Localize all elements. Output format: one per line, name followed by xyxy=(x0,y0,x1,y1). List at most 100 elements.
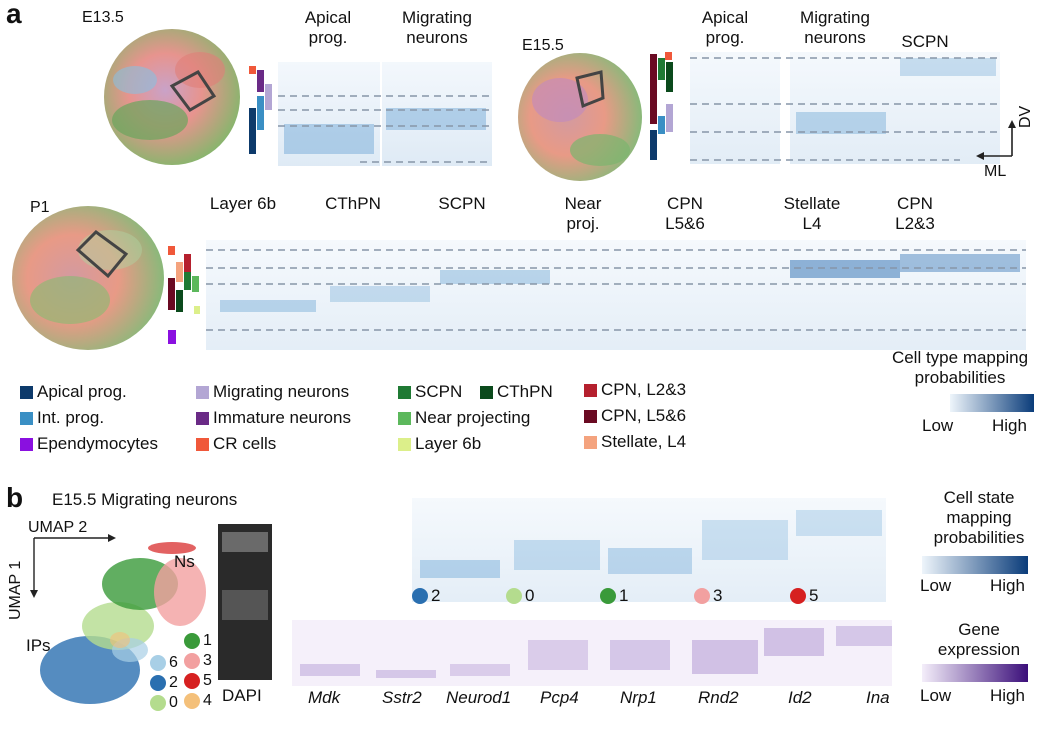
cluster-dot xyxy=(184,693,200,709)
state-dot xyxy=(600,588,616,604)
stage-label-e13: E13.5 xyxy=(82,9,124,26)
legend-swatch xyxy=(20,437,33,451)
stage-label-e15: E15.5 xyxy=(522,37,564,54)
legend-swatch xyxy=(20,411,33,425)
p1-layer-bars xyxy=(168,246,200,344)
cluster-label: 4 xyxy=(203,692,212,709)
e15-apical-strip xyxy=(690,52,780,164)
umap-scatter xyxy=(40,542,206,704)
umap-ips-label: IPs xyxy=(26,636,51,655)
legend-swatch xyxy=(584,435,597,449)
e15-col-scpn: SCPN xyxy=(901,32,949,51)
legend-label: Migrating neurons xyxy=(213,382,350,401)
e13-col-apical: Apical prog. xyxy=(304,8,352,47)
p1-col-layer6b: Layer 6b xyxy=(209,194,277,213)
cluster-label: 6 xyxy=(169,654,178,671)
state-dot-label: 0 xyxy=(525,586,535,605)
gene-label: Nrp1 xyxy=(620,688,657,707)
cluster-label: 3 xyxy=(203,652,212,669)
celltype-colorbar-low: Low xyxy=(922,416,954,435)
legend-label: Ependymocytes xyxy=(37,434,158,453)
cluster-legend-item: 5 xyxy=(184,672,212,690)
cluster-dot xyxy=(184,653,200,669)
e13-brain-section xyxy=(104,29,240,165)
legend-label: Apical prog. xyxy=(37,382,127,401)
umap-x-label: UMAP 2 xyxy=(28,519,88,536)
cluster-label: 5 xyxy=(203,672,212,689)
cluster-dot xyxy=(150,695,166,711)
legend-item: CThPN xyxy=(480,382,553,402)
legend-label: Near projecting xyxy=(415,408,531,427)
gene-label: Rnd2 xyxy=(698,688,739,707)
legend-item: Near projecting xyxy=(398,408,530,428)
legend-item: CR cells xyxy=(196,434,276,454)
p1-brain-section xyxy=(12,206,164,350)
cluster-legend-item: 3 xyxy=(184,652,212,670)
e15-col-apical: Apical prog. xyxy=(701,8,749,47)
celltype-colorbar-high: High xyxy=(992,416,1027,435)
axis-ml-label: ML xyxy=(984,163,1007,180)
state-dot-label: 1 xyxy=(619,586,629,605)
legend-item: CPN, L5&6 xyxy=(584,406,686,426)
cluster-legend-item: 4 xyxy=(184,692,212,710)
cluster-label: 0 xyxy=(169,694,178,711)
e15-layer-bars xyxy=(650,52,673,160)
gene-label: Id2 xyxy=(788,688,812,707)
umap-ns-label: Ns xyxy=(174,552,195,571)
dashed-guides xyxy=(206,57,1026,331)
legend-swatch xyxy=(398,385,411,399)
cluster-dot xyxy=(150,655,166,671)
legend-label: Stellate, L4 xyxy=(601,432,687,451)
celltype-colorbar xyxy=(950,394,1034,412)
state-colorbar-high: High xyxy=(990,576,1025,595)
state-dot-item: 0 xyxy=(506,586,534,606)
e13-layer-bars xyxy=(249,66,272,154)
legend-swatch xyxy=(196,411,209,425)
p1-col-nearproj: Near proj. xyxy=(564,194,602,233)
state-colorbar-title: Cell state mapping probabilities xyxy=(933,488,1025,547)
panel-b-title: E15.5 Migrating neurons xyxy=(52,490,238,509)
gene-label: Mdk xyxy=(308,688,341,707)
e13-col-migrating: Migrating neurons xyxy=(402,8,472,47)
gene-colorbar-low: Low xyxy=(920,686,952,705)
state-dot-label: 5 xyxy=(809,586,819,605)
dapi-label: DAPI xyxy=(222,686,262,705)
e15-col-migrating: Migrating neurons xyxy=(800,8,870,47)
state-dot-item: 2 xyxy=(412,586,440,606)
legend-label: CThPN xyxy=(497,382,553,401)
legend-label: Immature neurons xyxy=(213,408,351,427)
legend-swatch xyxy=(196,385,209,399)
gene-colorbar xyxy=(922,664,1028,682)
state-colorbar-low: Low xyxy=(920,576,952,595)
state-colorbar xyxy=(922,556,1028,574)
legend-swatch xyxy=(398,411,411,425)
p1-col-cthpn: CThPN xyxy=(325,194,381,213)
p1-strips xyxy=(206,240,1026,350)
cluster-label: 2 xyxy=(169,674,178,691)
cluster-legend-item: 0 xyxy=(150,694,178,712)
legend-item: Immature neurons xyxy=(196,408,351,428)
e15-brain-section xyxy=(518,53,642,181)
e15-scpn-strip xyxy=(890,52,1000,164)
gene-label: Sstr2 xyxy=(382,688,422,707)
legend-label: CPN, L2&3 xyxy=(601,380,687,399)
legend-swatch xyxy=(398,437,411,451)
cluster-dot xyxy=(184,633,200,649)
e15-migrating-strip xyxy=(790,52,890,164)
state-dot-item: 5 xyxy=(790,586,818,606)
state-dot-item: 1 xyxy=(600,586,628,606)
legend-item: Apical prog. xyxy=(20,382,127,402)
legend-swatch xyxy=(584,383,597,397)
gene-label: Pcp4 xyxy=(540,688,579,707)
cluster-legend-item: 2 xyxy=(150,674,178,692)
legend-item: SCPN xyxy=(398,382,462,402)
legend-item: Migrating neurons xyxy=(196,382,349,402)
gene-label: Neurod1 xyxy=(446,688,512,707)
gene-colorbar-title: Gene expression xyxy=(937,620,1021,659)
cluster-legend-item: 6 xyxy=(150,654,178,672)
axis-arrows xyxy=(976,120,1016,160)
state-dot xyxy=(694,588,710,604)
